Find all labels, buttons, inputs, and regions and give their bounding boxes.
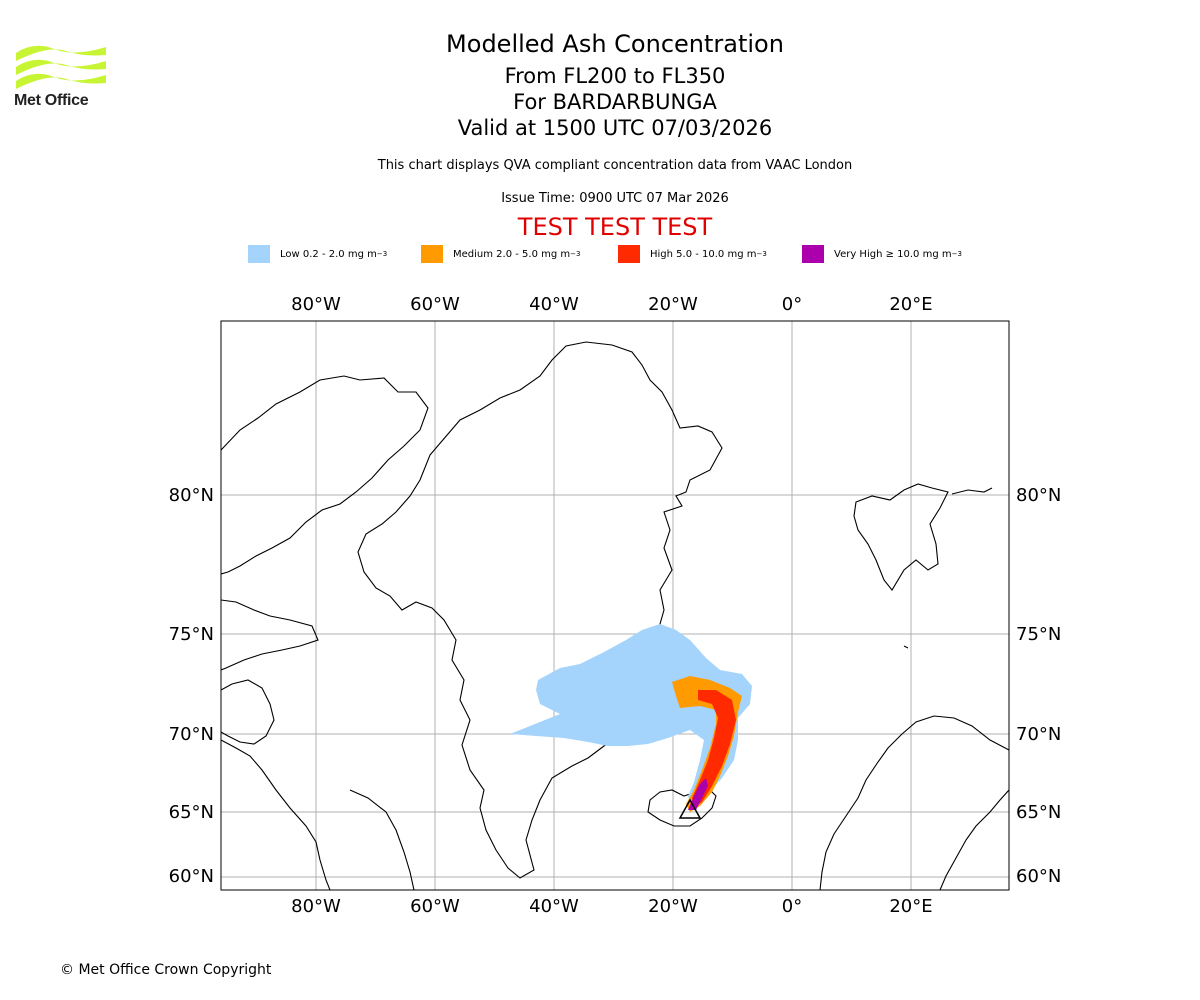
coastlines: [221, 341, 1009, 890]
hudson-coast: [221, 679, 275, 745]
chart-title: Modelled Ash Concentration: [446, 30, 784, 58]
legend-item-low: Low 0.2 - 2.0 mg m −3: [248, 244, 387, 264]
lat-label-right: 70°N: [1016, 724, 1061, 745]
lon-label-top: 0°: [782, 294, 802, 315]
lon-label-bottom: 20°E: [889, 896, 932, 917]
legend-label-very-high: Very High ≥ 10.0 mg m: [834, 248, 952, 260]
legend-label-high: High 5.0 - 10.0 mg m: [650, 248, 757, 260]
lat-label-right: 80°N: [1016, 485, 1061, 506]
map-frame: [220, 320, 1010, 891]
lon-label-top: 20°E: [889, 294, 932, 315]
legend-item-medium: Medium 2.0 - 5.0 mg m −3: [421, 244, 580, 264]
quebec-coast: [349, 789, 415, 890]
lat-label-right: 65°N: [1016, 802, 1061, 823]
met-office-logo-icon: [16, 45, 106, 89]
iceland-coast: [647, 787, 717, 827]
lat-label-left: 60°N: [169, 866, 214, 887]
legend-item-very-high: Very High ≥ 10.0 mg m −3: [802, 244, 962, 264]
baffin-coast: [221, 599, 319, 671]
ellesmere-coast: [221, 375, 429, 575]
labrador-coast: [221, 739, 331, 890]
lon-label-bottom: 60°W: [410, 896, 460, 917]
lat-label-left: 80°N: [169, 485, 214, 506]
legend-swatch-high: [618, 245, 640, 263]
lat-label-left: 75°N: [169, 624, 214, 645]
volcano-marker-icon: [678, 798, 702, 819]
met-office-logo-text: Met Office: [14, 92, 89, 109]
map-background: [221, 321, 1009, 890]
lat-label-left: 70°N: [169, 724, 214, 745]
copyright-notice: © Met Office Crown Copyright: [60, 962, 272, 978]
lon-label-bottom: 0°: [782, 896, 802, 917]
lon-label-bottom: 20°W: [648, 896, 698, 917]
ash-low-region: [510, 624, 752, 808]
lon-label-top: 20°W: [648, 294, 698, 315]
legend-swatch-very-high: [802, 245, 824, 263]
ash-high-region: [692, 690, 736, 808]
lon-label-top: 40°W: [529, 294, 579, 315]
legend-swatch-low: [248, 245, 270, 263]
test-banner: TEST TEST TEST: [517, 213, 713, 241]
legend-swatch-medium: [421, 245, 443, 263]
lat-label-right: 60°N: [1016, 866, 1061, 887]
scandinavia-coast: [819, 715, 1009, 890]
qva-note: This chart displays QVA compliant concen…: [377, 158, 853, 173]
flight-levels: From FL200 to FL350: [504, 64, 726, 88]
lon-label-bottom: 40°W: [529, 896, 579, 917]
legend-item-high: High 5.0 - 10.0 mg m −3: [618, 244, 767, 264]
issue-time: Issue Time: 0900 UTC 07 Mar 2026: [501, 191, 729, 206]
svalbard-coast: [853, 483, 949, 591]
lon-label-top: 60°W: [410, 294, 460, 315]
lon-label-bottom: 80°W: [291, 896, 341, 917]
ash-very-high-region: [688, 778, 708, 810]
legend-label-low: Low 0.2 - 2.0 mg m: [280, 248, 377, 260]
legend-label-medium: Medium 2.0 - 5.0 mg m: [453, 248, 571, 260]
finland-coast: [939, 789, 1009, 890]
valid-time: Valid at 1500 UTC 07/03/2026: [457, 116, 773, 140]
jan-mayen-coast: [903, 645, 909, 649]
lon-label-top: 80°W: [291, 294, 341, 315]
volcano-name: For BARDARBUNGA: [513, 90, 717, 114]
lat-label-right: 75°N: [1016, 624, 1061, 645]
lat-label-left: 65°N: [169, 802, 214, 823]
nordaustlandet-coast: [951, 487, 993, 495]
